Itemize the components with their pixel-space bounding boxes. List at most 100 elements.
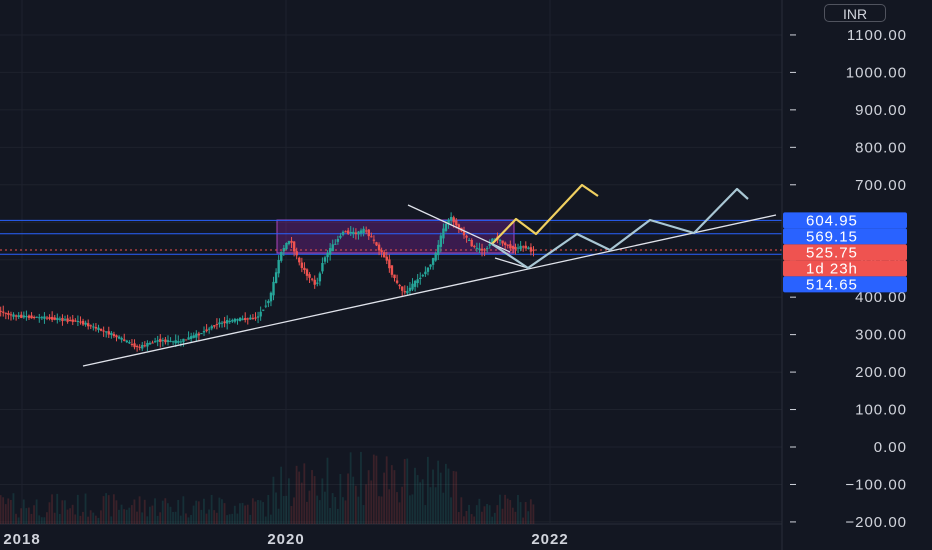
candle xyxy=(238,316,242,322)
volume-bar xyxy=(0,495,2,524)
candle xyxy=(292,241,296,257)
volume-bar xyxy=(367,470,370,524)
candle xyxy=(310,277,314,282)
volume-bar xyxy=(396,492,398,524)
candle xyxy=(318,271,322,286)
volume-bar xyxy=(128,507,131,524)
candle xyxy=(403,285,406,295)
price-tick-label: 1100.00 xyxy=(847,27,907,44)
rising-trendline[interactable] xyxy=(82,214,777,367)
candle xyxy=(462,226,466,239)
volume-bar xyxy=(200,509,203,524)
time-axis[interactable]: 2018 2020 2022 xyxy=(3,531,568,548)
candle xyxy=(298,256,301,266)
volume-bar xyxy=(468,504,470,524)
candle xyxy=(429,264,432,270)
candle xyxy=(2,305,5,317)
resistance-zone[interactable] xyxy=(276,219,515,254)
volume-bar xyxy=(331,493,334,524)
volume-bar xyxy=(43,517,46,524)
drawings[interactable] xyxy=(82,183,777,367)
candle xyxy=(241,315,244,321)
candle xyxy=(99,328,103,332)
volume-bar xyxy=(130,505,133,524)
volume-bar xyxy=(414,467,416,524)
candle xyxy=(210,324,213,331)
volume-bar xyxy=(401,486,404,524)
volume-bar xyxy=(447,468,450,524)
candle xyxy=(377,242,381,256)
volume-bar xyxy=(166,503,169,524)
candle xyxy=(84,320,87,327)
candle xyxy=(416,274,419,288)
price-tick-label: 1000.00 xyxy=(846,64,907,81)
candle xyxy=(339,232,342,240)
time-tick-label: 2022 xyxy=(531,531,568,548)
bullish-projection-path[interactable] xyxy=(491,183,599,245)
candle xyxy=(192,332,195,339)
candle xyxy=(344,230,347,233)
volume-bar xyxy=(254,501,257,524)
candle xyxy=(215,318,219,330)
long-term-projection-path[interactable] xyxy=(491,187,749,270)
candle xyxy=(225,315,229,330)
volume-bar xyxy=(324,491,326,524)
volume-bar xyxy=(365,484,367,524)
candle xyxy=(48,314,51,321)
candle xyxy=(115,334,118,342)
candle xyxy=(406,285,409,295)
candle xyxy=(274,268,278,284)
candle xyxy=(66,314,69,324)
volume-bar xyxy=(378,496,380,524)
volume-bar xyxy=(174,511,177,524)
volume-bar xyxy=(491,516,494,524)
candle xyxy=(372,235,376,244)
price-tag xyxy=(783,228,907,245)
volume-bar xyxy=(146,516,149,524)
candle xyxy=(473,244,476,249)
triangle-lower-line[interactable] xyxy=(494,257,529,269)
volume-bar xyxy=(9,499,12,524)
volume-bar xyxy=(329,507,331,524)
volume-bar xyxy=(71,504,74,524)
candle xyxy=(14,314,18,321)
volume-bar xyxy=(406,458,409,524)
volume-bar xyxy=(481,511,483,524)
candle xyxy=(244,312,247,323)
volume-bar xyxy=(118,509,120,524)
time-tick-label: 2018 xyxy=(3,531,40,548)
volume-bar xyxy=(105,493,108,524)
candle xyxy=(135,344,139,352)
candle xyxy=(287,240,291,246)
volume-bar xyxy=(280,466,283,524)
candle xyxy=(388,254,391,273)
volume-bar xyxy=(182,496,185,524)
candle xyxy=(313,275,316,289)
volume-bar xyxy=(27,507,30,524)
volume-bar xyxy=(15,513,17,524)
candle xyxy=(256,311,260,324)
volume-bar xyxy=(102,496,105,524)
volume-bar xyxy=(249,514,252,524)
candle xyxy=(22,311,26,319)
candle xyxy=(532,246,535,257)
volume-bar xyxy=(300,482,303,524)
candle xyxy=(524,241,527,249)
candle xyxy=(259,306,262,321)
candle xyxy=(352,227,355,239)
volume-bar xyxy=(349,452,352,524)
candle xyxy=(32,315,36,320)
candle xyxy=(68,316,72,322)
candle xyxy=(107,326,110,338)
candle xyxy=(401,286,404,297)
volume-bar xyxy=(115,500,118,524)
currency-button[interactable]: INR xyxy=(824,4,886,22)
volume-bar xyxy=(416,475,419,524)
volume-bar xyxy=(352,476,355,524)
volume-bar xyxy=(61,500,64,524)
candle xyxy=(92,323,95,331)
candle xyxy=(354,228,358,240)
volume-bar xyxy=(426,456,429,524)
candle xyxy=(267,299,270,308)
